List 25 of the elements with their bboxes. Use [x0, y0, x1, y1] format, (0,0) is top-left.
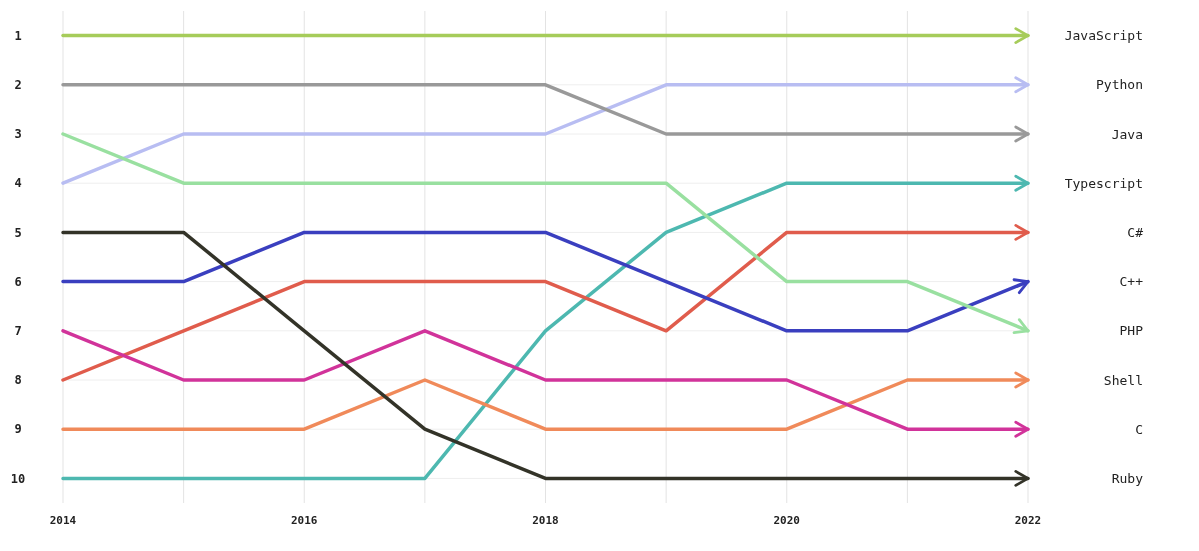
text: C++ — [1119, 274, 1144, 290]
x-tick-label: 2020 — [773, 514, 800, 527]
y-tick-label: 9 — [14, 422, 22, 437]
y-tick-label: 4 — [14, 176, 22, 191]
text: C — [1135, 421, 1143, 437]
text: JavaScript — [1064, 28, 1143, 44]
text: Java — [1111, 126, 1143, 142]
y-tick-label: 3 — [14, 127, 22, 142]
y-tick-label: 2 — [14, 78, 22, 92]
text: Shell — [1103, 372, 1143, 388]
text: C# — [1127, 224, 1144, 240]
y-tick-label: 7 — [14, 324, 22, 338]
y-tick-label: 8 — [14, 373, 22, 388]
y-tick-label: 1 — [14, 28, 22, 43]
x-tick-label: 2018 — [532, 514, 559, 527]
x-tick-label: 2014 — [49, 514, 77, 527]
x-tick-label: 2016 — [291, 514, 318, 527]
text: Typescript — [1064, 175, 1143, 191]
y-tick-label: 10 — [10, 471, 26, 486]
text: Ruby — [1111, 470, 1144, 486]
text: Python — [1096, 77, 1143, 93]
y-tick-label: 5 — [14, 225, 22, 240]
x-tick-label: 2022 — [1014, 514, 1042, 527]
y-tick-label: 6 — [14, 274, 22, 289]
text: PHP — [1119, 323, 1144, 339]
